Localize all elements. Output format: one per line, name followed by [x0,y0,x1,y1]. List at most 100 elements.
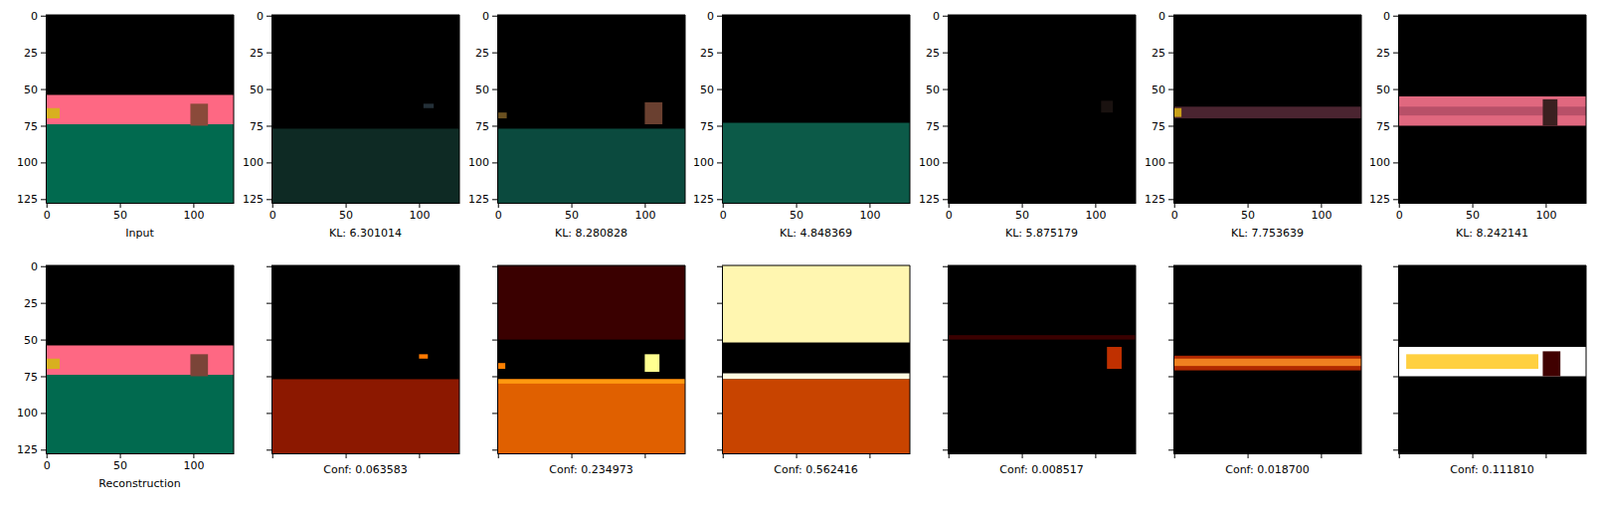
tick-mark [192,202,194,208]
tick [498,453,500,459]
tick-label: 100 [634,208,656,222]
tick: 50 [1465,202,1480,222]
tick [571,453,573,459]
tick-label: 100 [1535,208,1557,222]
image [721,265,910,454]
tick-label: 100 [408,208,430,222]
tick-mark [1545,202,1547,208]
tick-mark [1472,453,1474,459]
x-axis: 050100 [495,202,687,222]
tick [1393,449,1399,451]
tick-mark [942,375,948,377]
image-region [497,14,686,203]
tick-mark [716,52,722,54]
x-label: KL: 8.280828 [554,226,628,240]
tick-mark [1174,453,1176,459]
image-region [721,14,910,203]
x-label: Conf: 0.008517 [999,463,1084,477]
tick-label: 0 [1171,208,1179,222]
tick-mark [266,15,272,17]
tick-mark [1393,198,1399,200]
tick-mark [1320,453,1322,459]
tick-label: 0 [1383,9,1391,23]
tick-label: 0 [43,208,51,222]
tick-label: 50 [925,83,940,97]
spine [1398,14,1587,16]
tick-label: 25 [23,46,38,60]
tick: 50 [23,83,46,97]
tick [492,449,498,451]
tick-label: 25 [925,46,940,60]
image-region [721,373,910,380]
y-axis: 0255075100125 [1369,9,1400,207]
panel: Conf: 0.018700 [1168,265,1363,477]
y-axis [942,266,949,455]
tick: 75 [1151,120,1174,134]
tick: 50 [564,202,579,222]
tick-label: 50 [113,459,128,473]
image [497,265,686,454]
spine [721,14,910,16]
axis-line [1174,453,1363,455]
tick: 0 [932,9,948,23]
tick-mark [492,266,498,268]
spine [947,265,1136,267]
tick-mark [1393,15,1399,17]
tick [346,453,348,459]
tick: 125 [693,192,722,206]
axis-line [1173,15,1175,204]
tick [942,375,948,377]
tick-mark [1393,89,1399,91]
tick-label: 100 [1310,208,1332,222]
image-region [1173,355,1362,371]
tick [942,266,948,268]
tick [418,453,420,459]
x-label: Reconstruction [98,477,180,491]
spine [909,14,911,203]
x-axis [1174,453,1363,459]
image [271,265,460,454]
tick-label: 50 [1241,208,1255,222]
tick [1247,453,1249,459]
tick [1168,340,1174,342]
tick-label: 25 [1151,46,1166,60]
tick-mark [716,89,722,91]
image-region [45,94,234,126]
tick-mark [266,198,272,200]
tick-mark [46,453,48,459]
image-region [947,14,1136,203]
image-region [1542,351,1561,376]
tick: 25 [23,297,46,311]
y-axis: 0255075100125 [918,9,949,207]
tick-mark [796,202,798,208]
image-region [497,265,686,454]
tick-label: 100 [16,156,38,170]
tick: 0 [1383,9,1399,23]
tick-mark [46,202,48,208]
panel: Conf: 0.562416 [716,265,911,477]
tick: 50 [23,334,46,348]
axis-line [498,453,687,455]
tick [716,449,722,451]
tick-mark [942,198,948,200]
tick-label: 100 [1369,156,1391,170]
tick [266,449,272,451]
image-region [497,128,686,203]
tick: 100 [859,202,881,222]
tick [1174,453,1176,459]
tick-mark [869,453,871,459]
tick-label: 100 [468,156,490,170]
tick [266,303,272,305]
tick-mark [40,52,46,54]
tick [796,453,798,459]
spine [45,265,234,267]
tick-mark [1247,453,1249,459]
tick-mark [266,412,272,414]
tick-label: 0 [945,208,953,222]
axis-line [498,202,687,204]
tick [716,303,722,305]
tick: 100 [408,202,430,222]
tick-mark [492,340,498,342]
tick-mark [1168,198,1174,200]
image [1173,265,1362,454]
